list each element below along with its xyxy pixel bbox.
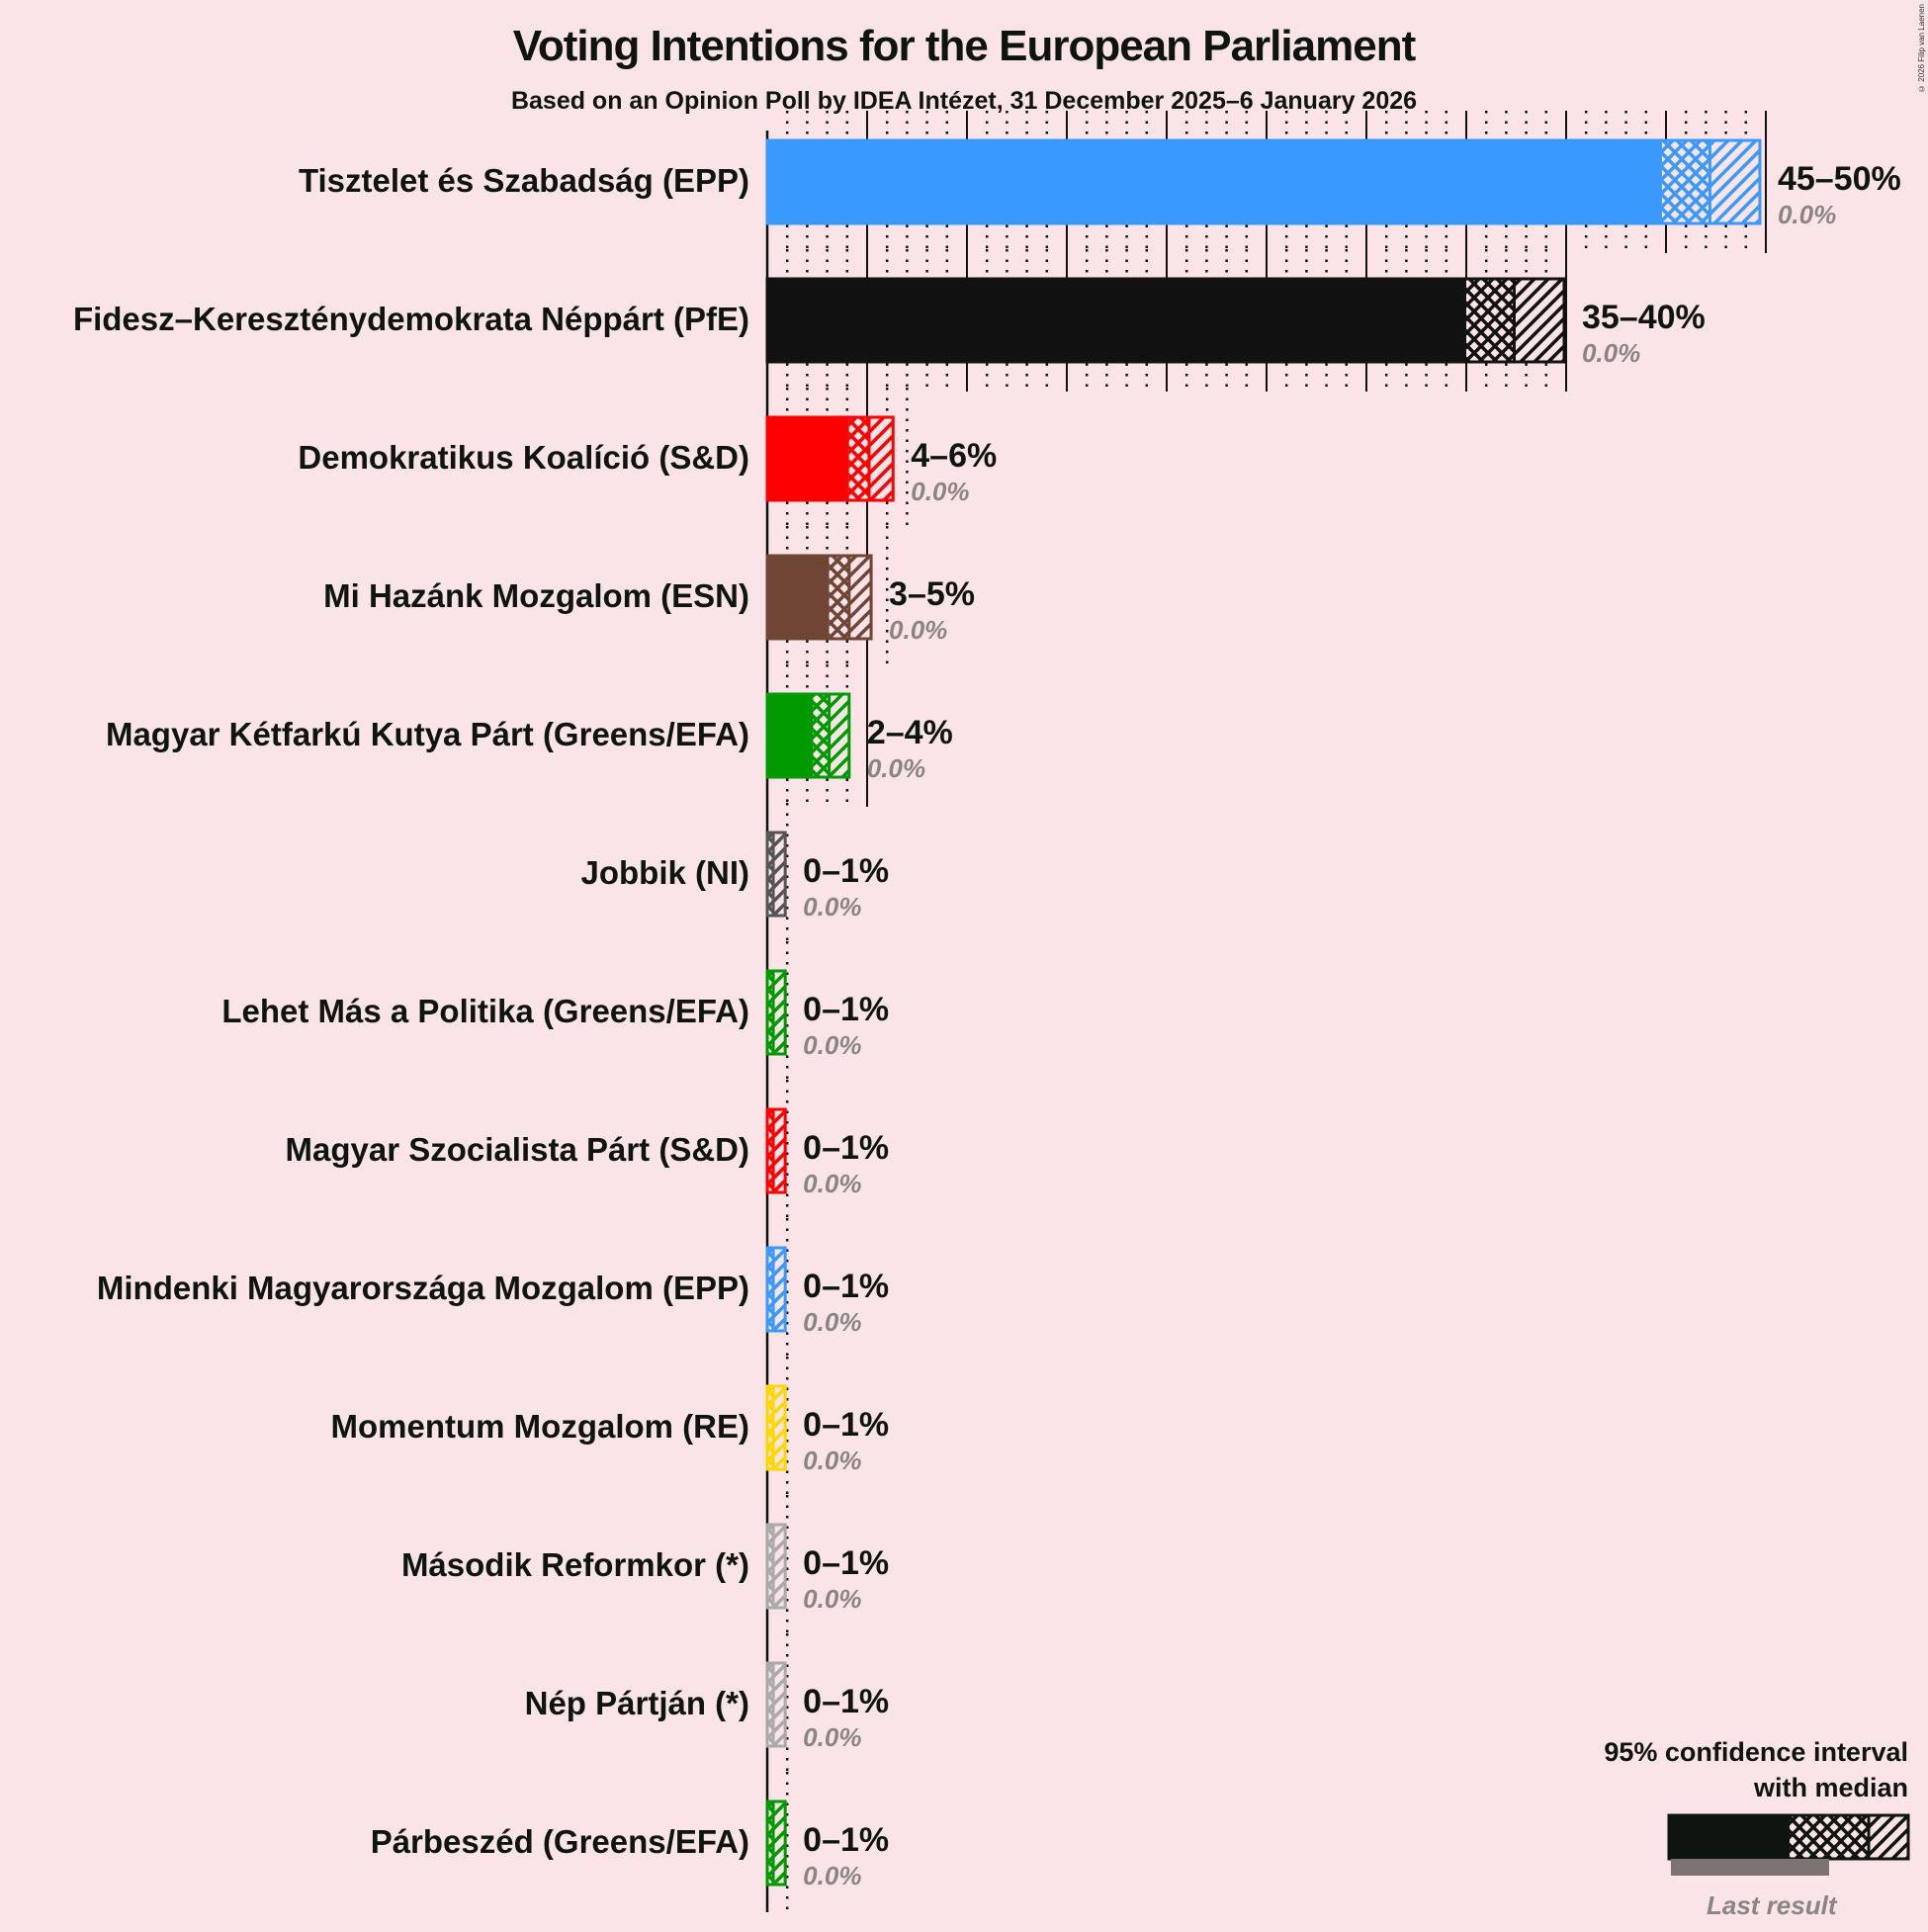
range-label: 0–1% xyxy=(803,1268,890,1305)
bar-ci-lower xyxy=(767,1386,774,1469)
range-label: 4–6% xyxy=(911,437,998,475)
category-label: Párbeszéd (Greens/EFA) xyxy=(370,1823,749,1860)
range-label: 0–1% xyxy=(803,852,890,890)
bar-ci-upper xyxy=(773,1663,786,1746)
category-label: Mindenki Magyarországa Mozgalom (EPP) xyxy=(96,1270,749,1306)
bar-ci-lower xyxy=(767,1248,774,1331)
legend-title-line1: 95% confidence interval xyxy=(1604,1737,1908,1767)
last-result-label: 0.0% xyxy=(911,477,970,506)
bar-ci-lower xyxy=(813,694,830,777)
range-label: 0–1% xyxy=(803,991,890,1028)
category-label: Demokratikus Koalíció (S&D) xyxy=(298,439,749,476)
bar-ci-upper xyxy=(829,694,849,777)
bar-solid xyxy=(767,694,814,777)
range-label: 35–40% xyxy=(1581,299,1706,336)
bar-ci-upper xyxy=(1709,140,1760,223)
bar-ci-upper xyxy=(773,1801,786,1885)
category-label: Lehet Más a Politika (Greens/EFA) xyxy=(221,993,749,1029)
bar-solid xyxy=(767,556,830,639)
bar-solid xyxy=(767,417,849,500)
bar-group xyxy=(765,1246,787,1333)
bar-ci-lower xyxy=(848,417,870,500)
legend-title-line2: with median xyxy=(1753,1773,1908,1802)
range-label: 45–50% xyxy=(1777,160,1901,198)
category-label: Jobbik (NI) xyxy=(580,854,750,891)
category-label: Magyar Kétfarkú Kutya Párt (Greens/EFA) xyxy=(105,716,749,752)
bar-group xyxy=(765,1384,787,1471)
bar-ci-lower xyxy=(767,1109,774,1192)
bar-group xyxy=(765,969,787,1056)
bar-group xyxy=(765,1800,787,1887)
bar-ci-upper xyxy=(1514,279,1564,362)
legend-title: 95% confidence interval with median xyxy=(1604,1734,1908,1805)
bar-group xyxy=(765,415,895,502)
bar-group xyxy=(765,554,873,641)
range-label: 0–1% xyxy=(803,1129,890,1167)
bar-ci-lower xyxy=(1661,140,1710,223)
bar-group xyxy=(765,1523,787,1610)
bar-group xyxy=(765,1661,787,1748)
range-label: 0–1% xyxy=(803,1683,890,1720)
chart-subtitle: Based on an Opinion Poll by IDEA Intézet… xyxy=(510,87,1418,115)
category-label: Mi Hazánk Mozgalom (ESN) xyxy=(323,577,749,614)
bar-solid xyxy=(767,140,1662,223)
category-label: Momentum Mozgalom (RE) xyxy=(330,1408,749,1445)
bar-ci-lower xyxy=(829,556,849,639)
legend-graphic xyxy=(1667,1813,1910,1876)
bar-ci-lower xyxy=(767,971,774,1054)
last-result-label: 0.0% xyxy=(803,1446,862,1475)
range-label: 0–1% xyxy=(803,1544,890,1582)
last-result-label: 0.0% xyxy=(803,1861,862,1890)
legend-last-result-label: Last result xyxy=(1707,1890,1837,1920)
range-label: 3–5% xyxy=(889,575,975,613)
last-result-label: 0.0% xyxy=(803,1030,862,1060)
bar-ci-upper xyxy=(773,1109,786,1192)
bar-solid xyxy=(767,279,1466,362)
last-result-label: 0.0% xyxy=(803,1584,862,1614)
category-label: Fidesz–Kereszténydemokrata Néppárt (PfE) xyxy=(72,301,749,337)
range-label: 0–1% xyxy=(803,1406,890,1444)
last-result-label: 0.0% xyxy=(803,1722,862,1752)
last-result-label: 0.0% xyxy=(803,1307,862,1337)
category-label: Magyar Szocialista Párt (S&D) xyxy=(285,1131,749,1168)
category-label: Tisztelet és Szabadság (EPP) xyxy=(298,162,749,199)
bar-ci-lower xyxy=(1466,279,1515,362)
bar-ci-lower xyxy=(767,1663,774,1746)
last-result-label: 0.0% xyxy=(1777,200,1837,229)
bar-group xyxy=(765,277,1566,364)
category-label: Második Reformkor (*) xyxy=(400,1546,749,1583)
gridlines xyxy=(765,111,1767,1914)
bar-ci-upper xyxy=(773,971,786,1054)
bar-group xyxy=(765,138,1762,225)
bar-group xyxy=(765,1107,787,1194)
bar-ci-upper xyxy=(773,1386,786,1469)
range-label: 2–4% xyxy=(866,714,953,751)
bar-ci-lower xyxy=(767,1525,774,1608)
category-label: Nép Pártján (*) xyxy=(524,1685,749,1721)
last-result-label: 0.0% xyxy=(889,615,948,645)
bar-ci-upper xyxy=(869,417,894,500)
bar-group xyxy=(765,831,787,918)
range-label: 0–1% xyxy=(803,1821,890,1859)
bar-ci-upper xyxy=(773,1525,786,1608)
bar-group xyxy=(765,692,851,779)
last-result-label: 0.0% xyxy=(1581,338,1641,368)
bar-ci-upper xyxy=(848,556,872,639)
bar-ci-lower xyxy=(767,1801,774,1885)
last-result-label: 0.0% xyxy=(803,1169,862,1198)
bars xyxy=(765,138,1762,1887)
bar-ci-upper xyxy=(773,833,786,916)
last-result-label: 0.0% xyxy=(866,753,926,783)
bar-ci-upper xyxy=(773,1248,786,1331)
last-result-label: 0.0% xyxy=(803,892,862,922)
bar-ci-lower xyxy=(767,833,774,916)
chart-title: Voting Intentions for the European Parli… xyxy=(512,22,1416,70)
